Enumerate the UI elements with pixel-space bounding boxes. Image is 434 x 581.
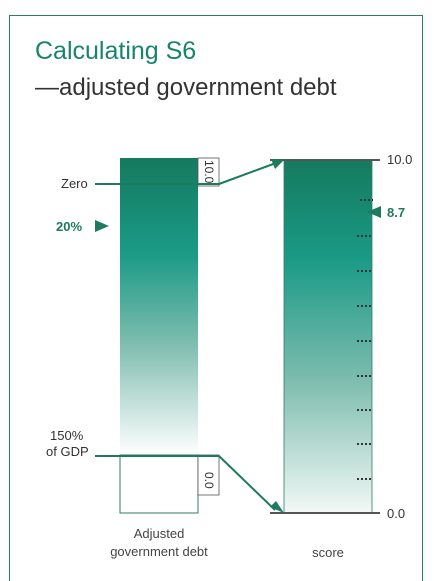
left-bar-caption: Adjusted government debt <box>96 525 222 561</box>
zero-label: Zero <box>61 176 88 191</box>
left-inner-top-box <box>197 157 220 187</box>
top-connector-line <box>218 162 277 185</box>
left-caption-line2: government debt <box>110 544 208 559</box>
left-gradient-bar <box>120 158 198 455</box>
top-connector-arrowhead <box>271 159 284 169</box>
score-dotted-ticks <box>357 199 373 480</box>
left-inner-top-value: 10.0 <box>202 160 216 184</box>
left-inner-bottom-value: 0.0 <box>202 472 216 489</box>
bottom-connector-arrowhead <box>270 501 284 513</box>
score-bottom-value: 0.0 <box>387 506 406 521</box>
left-bar-empty-section <box>119 454 199 514</box>
score-marker-value: 8.7 <box>387 205 406 220</box>
figure-subtitle: —adjusted government debt <box>35 74 337 101</box>
bottom-connector-line <box>218 455 276 511</box>
left-marker-arrow <box>95 220 109 232</box>
right-bar-caption: score <box>312 545 344 560</box>
right-marker-arrow <box>367 206 381 218</box>
right-gradient-bar <box>283 159 373 514</box>
left-caption-line1: Adjusted <box>133 526 185 541</box>
gdp-label-line2: of GDP <box>46 444 89 459</box>
gdp-label-line1: 150% <box>50 428 84 443</box>
marker-20-label: 20% <box>56 219 83 234</box>
figure-title: Calculating S6 <box>35 37 197 65</box>
score-top-value: 10.0 <box>387 152 413 167</box>
figure-frame <box>9 15 423 581</box>
